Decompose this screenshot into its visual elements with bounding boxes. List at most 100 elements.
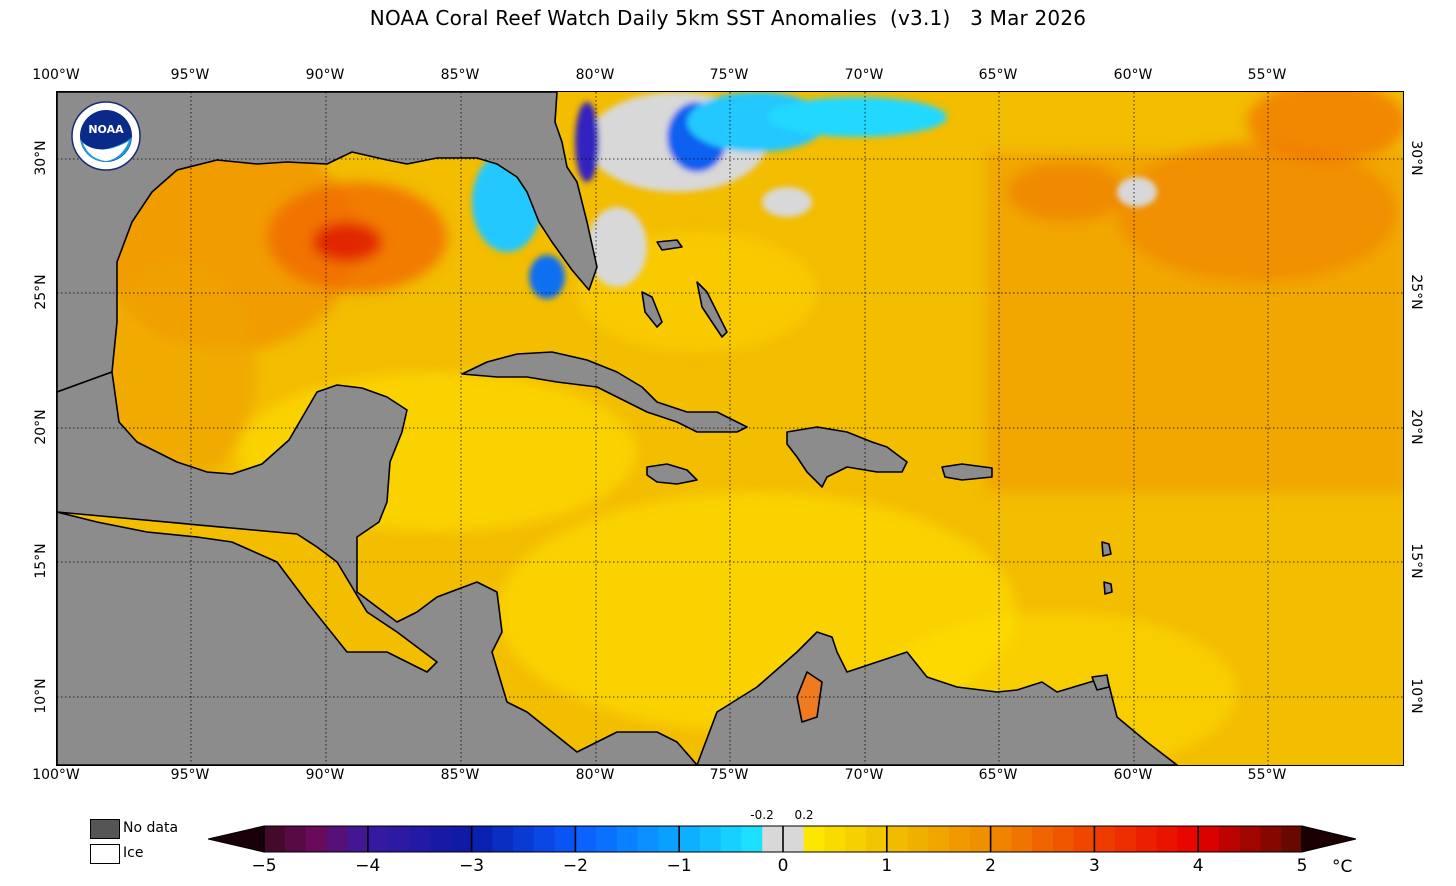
colorbar-cell — [1094, 826, 1116, 852]
longitude-label: 90°W — [305, 67, 345, 83]
ice-label: Ice — [123, 845, 144, 861]
colorbar-tick-label: 2 — [985, 856, 997, 876]
colorbar-cell — [326, 826, 348, 852]
noaa-logo: NOAA — [71, 101, 141, 171]
colorbar-cell — [1115, 826, 1137, 852]
colorbar-cell — [990, 826, 1012, 852]
longitude-label: 95°W — [170, 67, 210, 83]
longitude-label: 80°W — [575, 67, 615, 83]
longitude-label: 55°W — [1247, 767, 1287, 783]
colorbar-cell — [1260, 826, 1282, 852]
colorbar-cell — [492, 826, 514, 852]
colorbar-cell — [886, 826, 909, 852]
colorbar-cell — [866, 826, 888, 852]
colorbar-cell — [1156, 826, 1178, 852]
colorbar-cell — [637, 826, 659, 852]
colorbar — [208, 825, 1357, 853]
map-title: NOAA Coral Reef Watch Daily 5km SST Anom… — [369, 6, 1087, 30]
colorbar-cell — [450, 826, 473, 852]
colorbar-cell — [616, 826, 639, 852]
colorbar-cell — [264, 826, 286, 852]
colorbar-tick-label: 4 — [1192, 856, 1204, 876]
colorbar-tick-label: 3 — [1088, 856, 1100, 876]
colorbar-tick-label: 0 — [777, 856, 789, 876]
colorbar-cell — [430, 826, 452, 852]
colorbar-cell — [471, 826, 493, 852]
latitude-label-left: 15°N — [33, 543, 49, 579]
longitude-label: 90°W — [305, 767, 345, 783]
colorbar-cell — [575, 826, 597, 852]
colorbar-cell — [409, 826, 431, 852]
colorbar-low-arrow — [208, 825, 265, 853]
ice-swatch — [90, 844, 120, 864]
colorbar-tick-label: −4 — [355, 856, 381, 876]
latitude-label-left: 20°N — [33, 409, 49, 445]
colorbar-cell — [533, 826, 556, 852]
latitude-label-left: 25°N — [33, 274, 49, 310]
colorbar-cell — [824, 826, 846, 852]
colorbar-tick-label: −2 — [562, 856, 588, 876]
colorbar-cell — [347, 826, 369, 852]
colorbar-cell — [720, 826, 742, 852]
colorbar-cells — [264, 826, 1303, 852]
colorbar-cell — [741, 826, 763, 852]
colorbar-tick-label: 1 — [881, 856, 893, 876]
colorbar-cell — [1239, 826, 1261, 852]
colorbar-cell — [679, 826, 701, 852]
colorbar-cell — [1281, 826, 1303, 852]
latitude-label-left: 30°N — [33, 140, 49, 176]
colorbar-cell — [1073, 826, 1095, 852]
longitude-label: 100°W — [32, 767, 80, 783]
colorbar-cell — [658, 826, 680, 852]
colorbar-cell — [388, 826, 410, 852]
longitude-label: 75°W — [709, 67, 749, 83]
longitude-label: 65°W — [978, 767, 1018, 783]
colorbar-cell — [1135, 826, 1158, 852]
longitude-label: 70°W — [844, 67, 884, 83]
latitude-label-right: 15°N — [1408, 543, 1424, 579]
neutral-low-bound: -0.2 — [750, 808, 774, 822]
colorbar-cell — [699, 826, 722, 852]
no-data-swatch — [90, 819, 120, 839]
latitude-label-right: 25°N — [1408, 274, 1424, 310]
colorbar-tick-label: 5 — [1296, 856, 1308, 876]
colorbar-unit: °C — [1332, 857, 1353, 877]
colorbar-cell — [367, 826, 390, 852]
colorbar-cell — [513, 826, 535, 852]
colorbar-cell — [1011, 826, 1033, 852]
longitude-label: 85°W — [440, 67, 480, 83]
colorbar-cell — [1032, 826, 1054, 852]
colorbar-cell — [949, 826, 971, 852]
colorbar-cell — [1052, 826, 1075, 852]
no-data-label: No data — [123, 820, 179, 836]
colorbar-cell — [969, 826, 992, 852]
sst-anomaly-map — [56, 91, 1404, 766]
colorbar-tick-label: −1 — [666, 856, 692, 876]
colorbar-cell — [1198, 826, 1220, 852]
latitude-label-right: 20°N — [1408, 409, 1424, 445]
latitude-label-right: 10°N — [1408, 678, 1424, 714]
anomaly-warm-patches — [97, 92, 1403, 765]
map-canvas — [57, 92, 1403, 765]
colorbar-cell — [845, 826, 867, 852]
longitude-label: 60°W — [1113, 767, 1153, 783]
colorbar-high-arrow — [1301, 825, 1357, 853]
colorbar-cell — [554, 826, 576, 852]
longitude-label: 75°W — [709, 767, 749, 783]
longitude-label: 95°W — [170, 767, 210, 783]
latitude-label-left: 10°N — [33, 678, 49, 714]
colorbar-tick-label: −3 — [459, 856, 485, 876]
longitude-label: 100°W — [32, 67, 80, 83]
colorbar-cell — [1177, 826, 1199, 852]
neutral-high-bound: 0.2 — [794, 808, 814, 822]
colorbar-tick-label: −5 — [251, 856, 277, 876]
longitude-label: 70°W — [844, 767, 884, 783]
longitude-label: 65°W — [978, 67, 1018, 83]
noaa-logo-text: NOAA — [88, 123, 124, 136]
colorbar-cell — [803, 826, 826, 852]
longitude-label: 55°W — [1247, 67, 1287, 83]
colorbar-cell — [1218, 826, 1241, 852]
colorbar-cell — [305, 826, 327, 852]
colorbar-cell — [284, 826, 307, 852]
colorbar-ticks — [263, 826, 1303, 852]
